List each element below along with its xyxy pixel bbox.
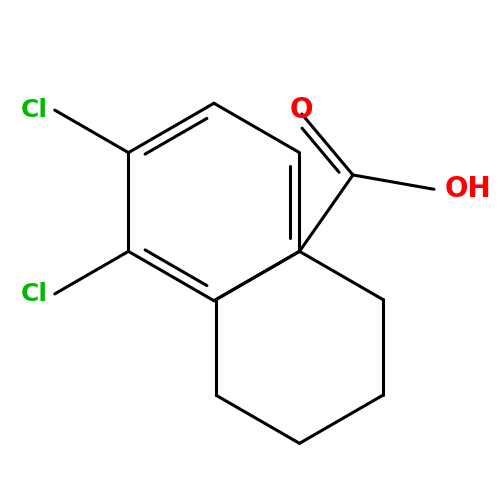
Text: Cl: Cl: [21, 282, 48, 306]
Text: Cl: Cl: [21, 98, 48, 122]
Text: O: O: [290, 96, 314, 124]
Text: OH: OH: [445, 176, 492, 204]
